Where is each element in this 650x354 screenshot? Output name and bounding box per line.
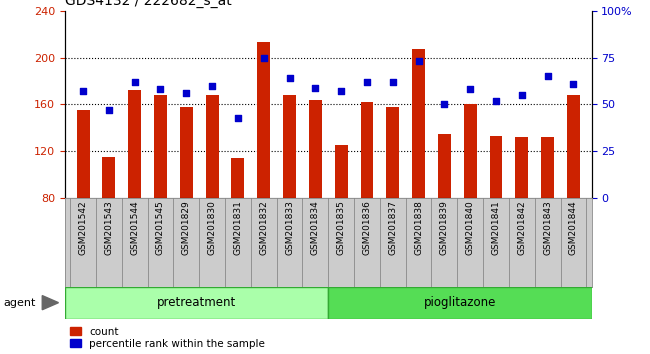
Bar [463,104,476,198]
Bar [65,287,328,319]
Text: GSM201836: GSM201836 [363,200,371,255]
Bar [328,287,592,319]
Text: GSM201838: GSM201838 [414,200,423,255]
Bar [541,137,554,198]
Text: GSM201842: GSM201842 [517,200,526,255]
Text: GSM201834: GSM201834 [311,200,320,255]
Bar [231,158,244,198]
Bar [154,95,167,198]
Text: GSM201545: GSM201545 [156,200,165,255]
Point [439,102,450,107]
Text: GSM201832: GSM201832 [259,200,268,255]
Point [362,79,372,85]
Point [491,98,501,103]
Bar [515,137,528,198]
Point [207,83,217,88]
Text: GDS4132 / 222682_s_at: GDS4132 / 222682_s_at [65,0,232,8]
Text: GSM201835: GSM201835 [337,200,346,255]
Bar [386,107,399,198]
Point [104,107,114,113]
Text: GSM201543: GSM201543 [105,200,113,255]
Point [517,92,527,98]
Bar [257,42,270,198]
Text: pioglitazone: pioglitazone [424,296,496,309]
Point [310,85,320,90]
Bar [283,95,296,198]
Point [413,58,424,64]
Point [78,88,88,94]
Bar [567,95,580,198]
Bar [180,107,193,198]
Text: GSM201544: GSM201544 [130,200,139,255]
Bar [438,134,451,198]
Text: GSM201840: GSM201840 [465,200,474,255]
Text: GSM201833: GSM201833 [285,200,294,255]
Bar [361,102,373,198]
Point [387,79,398,85]
Point [233,115,243,120]
Text: GSM201829: GSM201829 [182,200,191,255]
Point [568,81,578,87]
Text: GSM201542: GSM201542 [79,200,88,255]
Bar [103,157,115,198]
Bar [489,136,502,198]
Bar [412,49,425,198]
Text: GSM201831: GSM201831 [233,200,242,255]
Point [181,90,192,96]
Point [259,55,269,60]
Point [336,88,346,94]
Bar [205,95,218,198]
Legend: count, percentile rank within the sample: count, percentile rank within the sample [70,327,265,349]
Text: GSM201839: GSM201839 [440,200,449,255]
Bar [77,110,90,198]
Point [284,75,294,81]
Text: agent: agent [3,298,36,308]
Text: GSM201837: GSM201837 [388,200,397,255]
Bar [128,90,141,198]
Text: GSM201844: GSM201844 [569,200,578,255]
Point [542,74,552,79]
Text: pretreatment: pretreatment [157,296,236,309]
Point [155,87,166,92]
Bar [309,100,322,198]
Text: GSM201843: GSM201843 [543,200,552,255]
Point [129,79,140,85]
Point [465,87,475,92]
Text: GSM201841: GSM201841 [491,200,500,255]
Text: GSM201830: GSM201830 [207,200,216,255]
Bar [335,145,348,198]
